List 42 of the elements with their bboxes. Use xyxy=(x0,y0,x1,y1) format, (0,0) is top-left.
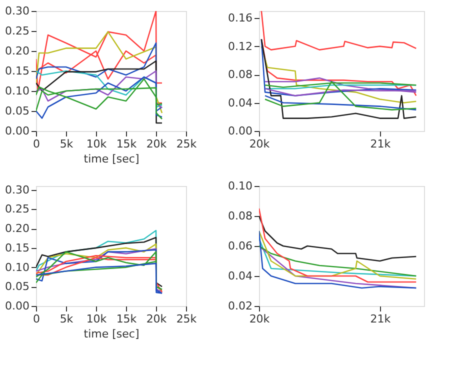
y-tick-label: 0.25 xyxy=(5,202,30,216)
x-tick-label: 20k xyxy=(146,138,168,150)
x-tick-label: 5k xyxy=(60,138,74,150)
y-tick-label: 0.04 xyxy=(228,96,252,110)
x-tick-label: 0 xyxy=(33,312,40,326)
x-tick-label: 15k xyxy=(116,138,138,150)
x-tick-label: 20k xyxy=(249,312,270,326)
y-tick-label: 0.00 xyxy=(5,300,30,312)
x-axis-title: time [sec] xyxy=(84,328,140,340)
y-tick-label: 0.20 xyxy=(5,222,30,236)
x-tick-label: 0 xyxy=(33,138,40,150)
x-tick-label: 25k xyxy=(176,312,198,326)
y-tick-label: 0.08 xyxy=(228,68,252,82)
y-tick-label: 0.15 xyxy=(5,64,30,78)
x-axis-title: time [sec] xyxy=(84,152,140,166)
y-tick-label: 0.08 xyxy=(228,210,252,222)
x-tick-label: 20k xyxy=(146,312,168,326)
y-tick-label: 0.10 xyxy=(5,260,30,274)
y-tick-label: 0.30 xyxy=(5,4,30,18)
x-tick-label: 15k xyxy=(116,312,138,326)
y-tick-label: 0.02 xyxy=(228,300,252,312)
x-tick-label: 21k xyxy=(370,312,392,326)
y-tick-label: 0.25 xyxy=(5,24,30,38)
y-tick-label: 0.16 xyxy=(228,12,252,25)
x-tick-label: 5k xyxy=(60,312,74,326)
y-tick-label: 0.10 xyxy=(228,180,252,192)
y-tick-label: 0.10 xyxy=(5,84,30,98)
x-tick-label: 10k xyxy=(86,312,108,326)
y-tick-label: 0.15 xyxy=(5,241,30,254)
y-tick-label: 0.04 xyxy=(228,270,252,282)
x-tick-label: 21k xyxy=(370,138,392,150)
y-tick-label: 0.20 xyxy=(5,44,30,58)
y-tick-label: 0.12 xyxy=(228,40,252,53)
x-tick-label: 10k xyxy=(86,138,108,150)
y-tick-label: 0.00 xyxy=(5,124,30,138)
y-tick-label: 0.00 xyxy=(228,124,252,138)
x-tick-label: 20k xyxy=(249,138,270,150)
y-tick-label: 0.06 xyxy=(228,240,252,252)
y-tick-label: 0.05 xyxy=(5,280,30,294)
y-tick-label: 0.05 xyxy=(5,104,30,118)
x-tick-label: 25k xyxy=(176,138,198,150)
y-tick-label: 0.30 xyxy=(5,183,30,196)
